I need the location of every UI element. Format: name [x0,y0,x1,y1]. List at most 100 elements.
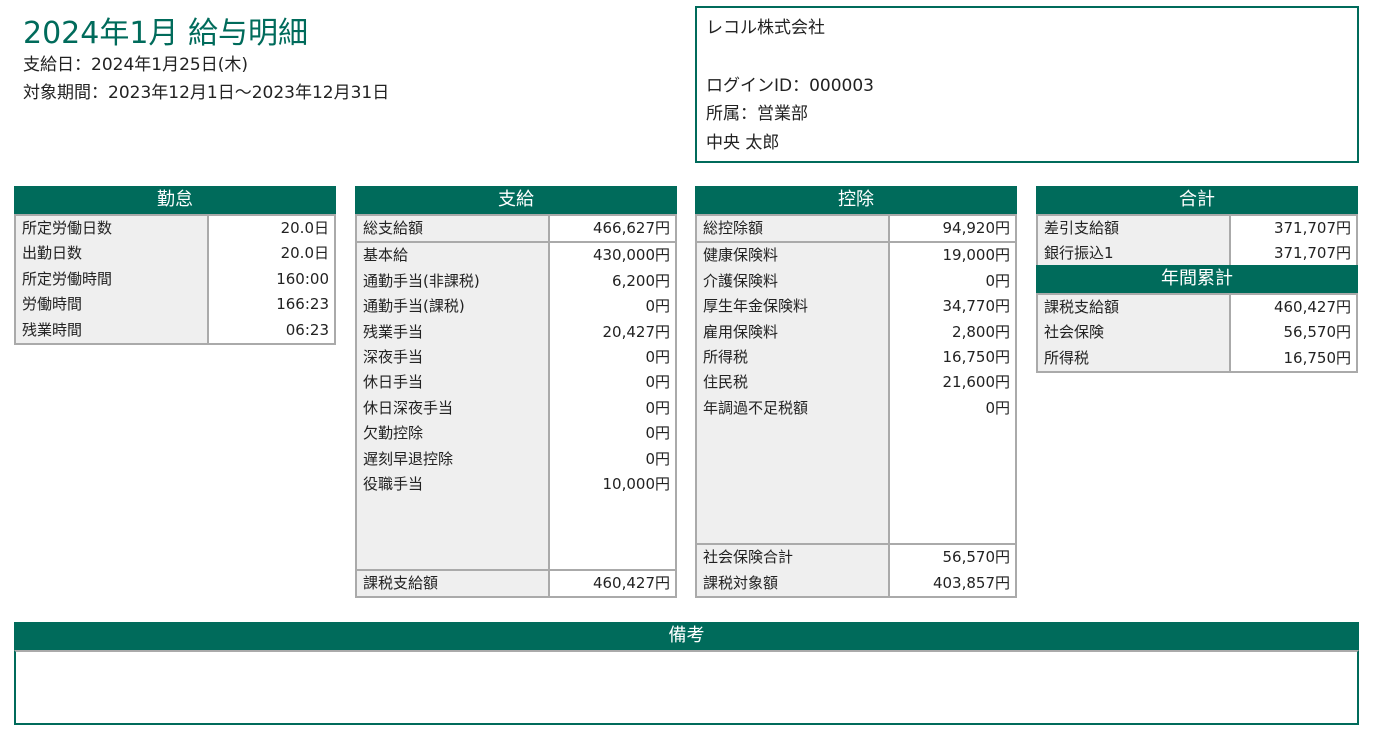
row-label: 銀行振込1 [1044,244,1114,263]
company-info-box: レコル株式会社 ログインID：000003 所属：営業部 中央 太郎 [695,6,1359,163]
row-value: 403,857円 [932,573,1010,592]
attendance-section: 勤怠 所定労働日数 20.0日 出勤日数 20.0日 所定労働時間 160:00 労働時間 16… [14,186,336,345]
attendance-group: 所定労働日数 20.0日 出勤日数 20.0日 所定労働時間 160:00 労働時間 166:… [16,216,334,343]
row-label: 労働時間 [22,295,83,314]
row-label: 役職手当 [363,474,424,493]
table-row: 役職手当 10,000円 [357,472,675,497]
row-value: 371,707円 [1273,244,1351,263]
table-row: 残業時間 06:23 [16,318,334,343]
pay-date: 支給日：2024年1月25日(木) [23,55,248,75]
row-value: 34,770円 [942,297,1011,316]
deduction-group: 健康保険料 19,000円介護保険料 0円 厚生年金保険料 34,770円 雇用保険料 2,… [697,241,1015,543]
table-row: 通勤手当(課税) 0円 [357,294,675,319]
row-label: 社会保険合計 [703,548,794,567]
row-value: 0円 [645,424,670,443]
row-value: 0円 [645,398,670,417]
row-label: 出勤日数 [22,244,83,263]
table-row: 社会保険 56,570円 [1038,320,1356,345]
row-label: 遅刻早退控除 [363,449,454,468]
table-row: 介護保険料 0円 [697,269,1015,294]
table-row: 遅刻早退控除 0円 [357,447,675,472]
target-period: 対象期間：2023年12月1日〜2023年12月31日 [23,83,390,103]
table-row: 差引支給額 371,707円 [1038,216,1356,241]
total-header: 合計 [1036,186,1358,214]
remarks-body [14,650,1359,725]
table-row: 課税支給額 460,427円 [1038,295,1356,320]
total-section: 合計 差引支給額 371,707円銀行振込1 371,707円 [1036,186,1358,269]
deduction-group: 総控除額 94,920円 [697,216,1015,241]
row-label: 通勤手当(課税) [363,297,465,316]
row-label: 課税対象額 [703,573,779,592]
row-value: 0円 [985,398,1010,417]
row-value: 0円 [645,347,670,366]
row-label: 欠勤控除 [363,424,424,443]
row-value: 0円 [645,373,670,392]
table-row: 所定労働日数 20.0日 [16,216,334,241]
table-row: 厚生年金保険料 34,770円 [697,294,1015,319]
row-value: 94,920円 [942,219,1011,237]
row-value: 10,000円 [602,474,671,493]
attendance-header: 勤怠 [14,186,336,214]
row-label: 休日深夜手当 [363,398,454,417]
row-label: 所定労働日数 [22,219,113,237]
payment-group: 基本給 430,000円 通勤手当(非課税) 6,200円 通勤手当(課税) 0円 残業手当… [357,241,675,568]
table-row: 基本給 430,000円 [357,243,675,268]
table-row: 休日手当 0円 [357,370,675,395]
row-value: 460,427円 [1273,298,1351,316]
row-value: 20.0日 [280,219,329,237]
annual-section: 年間累計 課税支給額 460,427円 社会保険 56,570円 所得税 16,750円 [1036,265,1358,374]
row-value: 20.0日 [280,244,329,263]
deduction-table: 総控除額 94,920円健康保険料 19,000円介護保険料 0円 厚生年金保険料 34,… [695,214,1017,598]
annual-group: 課税支給額 460,427円 社会保険 56,570円 所得税 16,750円 [1038,295,1356,371]
annual-table: 課税支給額 460,427円 社会保険 56,570円 所得税 16,750円 [1036,293,1358,374]
login-id: ログインID：000003 [706,75,874,96]
table-row: 総支給額 466,627円 [357,216,675,241]
table-row: 雇用保険料 2,800円 [697,320,1015,345]
row-value: 6,200円 [612,271,670,290]
table-row: 銀行振込1 371,707円 [1038,241,1356,266]
payment-group: 総支給額 466,627円 [357,216,675,241]
row-value: 466,627円 [592,219,670,237]
row-label: 所得税 [703,347,749,366]
table-row: 欠勤控除 0円 [357,421,675,446]
row-value: 16,750円 [942,347,1011,366]
row-value: 2,800円 [952,322,1010,341]
row-label: 年調過不足税額 [703,398,809,417]
row-value: 0円 [645,297,670,316]
annual-header: 年間累計 [1036,265,1358,293]
row-value: 0円 [645,449,670,468]
table-row: 健康保険料 19,000円 [697,243,1015,268]
row-label: 総控除額 [703,219,764,237]
row-value: 19,000円 [942,246,1011,265]
row-label: 所定労働時間 [22,269,113,288]
row-value: 371,707円 [1273,219,1351,237]
page-title: 2024年1月 給与明細 [23,16,308,51]
row-value: 20,427円 [602,322,671,341]
total-group: 差引支給額 371,707円銀行振込1 371,707円 [1038,216,1356,267]
company-name: レコル株式会社 [706,18,825,38]
row-label: 課税支給額 [363,573,439,592]
row-value: 160:00 [276,269,329,288]
table-row: 年調過不足税額 0円 [697,396,1015,421]
row-label: 住民税 [703,373,749,392]
table-row: 所得税 16,750円 [1038,346,1356,371]
row-label: 残業時間 [22,320,83,339]
row-label: 通勤手当(非課税) [363,271,480,290]
row-value: 430,000円 [592,246,670,265]
table-row: 課税対象額 403,857円 [697,571,1015,596]
row-label: 深夜手当 [363,347,424,366]
table-row: 出勤日数 20.0日 [16,241,334,266]
remarks-header: 備考 [14,622,1359,650]
row-value: 166:23 [276,295,329,314]
table-row: 総控除額 94,920円 [697,216,1015,241]
remarks-section: 備考 [14,622,1359,725]
table-row: 課税支給額 460,427円 [357,571,675,596]
row-label: 健康保険料 [703,246,779,265]
row-label: 所得税 [1044,348,1090,367]
table-row: 通勤手当(非課税) 6,200円 [357,269,675,294]
table-row: 深夜手当 0円 [357,345,675,370]
table-row: 所得税 16,750円 [697,345,1015,370]
row-label: 基本給 [363,246,409,265]
employee-name: 中央 太郎 [706,132,780,153]
row-label: 残業手当 [363,322,424,341]
